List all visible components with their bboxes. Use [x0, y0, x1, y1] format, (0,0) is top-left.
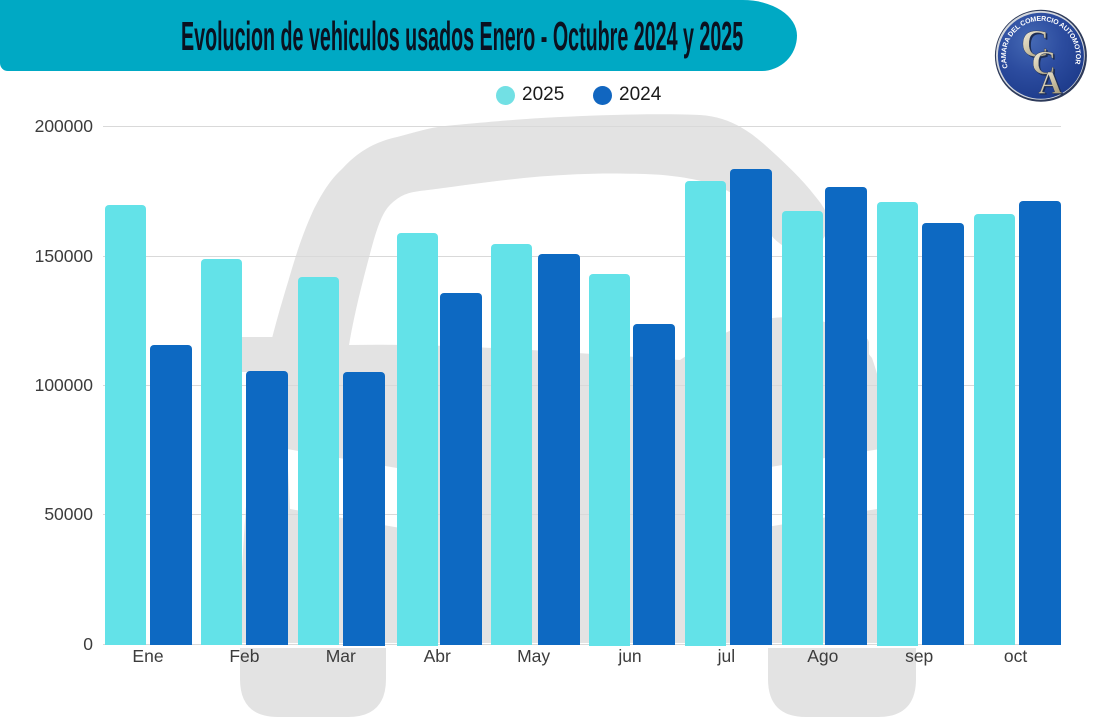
- svg-text:C: C: [1023, 24, 1051, 67]
- svg-text:C: C: [1032, 45, 1057, 82]
- svg-text:A: A: [1038, 65, 1062, 101]
- svg-text:C: C: [1033, 46, 1058, 83]
- svg-text:A: A: [1040, 67, 1064, 103]
- svg-text:C: C: [1021, 23, 1049, 66]
